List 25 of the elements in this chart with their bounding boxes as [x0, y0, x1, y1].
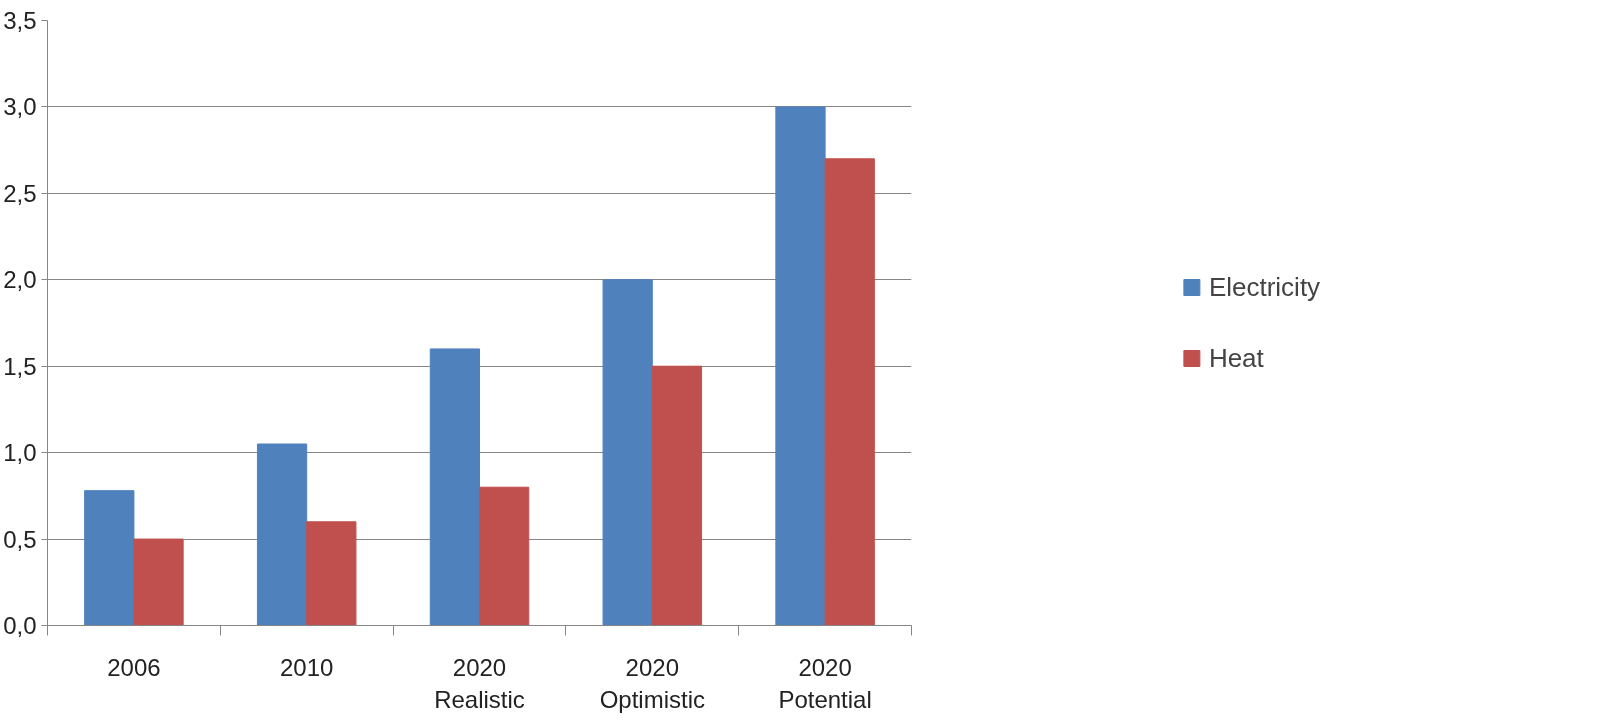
bar [429, 348, 480, 626]
y-tick-label: 1,5 [3, 352, 37, 380]
bar [84, 490, 135, 626]
bar [306, 521, 357, 626]
y-tick-label: 0,0 [3, 612, 37, 639]
bar [602, 279, 653, 626]
x-tick-label: 2020 Realistic [434, 653, 525, 713]
legend-label: Heat [1208, 342, 1264, 374]
x-tick-label: 2020 Optimistic [599, 653, 705, 713]
y-tick-label: 2,5 [3, 179, 37, 207]
y-tick-label: 2,0 [3, 266, 37, 294]
y-tick-label: 3,0 [3, 93, 37, 121]
bar [256, 443, 308, 626]
legend-label: Electricity [1208, 271, 1321, 303]
y-tick-label: 1,0 [3, 439, 37, 467]
bar [775, 106, 826, 626]
x-tick-label: 2006 [107, 653, 161, 681]
bar [479, 486, 530, 626]
y-tick-label: 3,5 [3, 7, 37, 34]
x-tick-label: 2010 [280, 653, 334, 681]
bar [651, 365, 703, 626]
y-tick-label: 0,5 [3, 525, 37, 553]
x-tick-label: 2020 Potential [778, 653, 872, 713]
bar [824, 158, 875, 626]
bar [133, 538, 184, 626]
